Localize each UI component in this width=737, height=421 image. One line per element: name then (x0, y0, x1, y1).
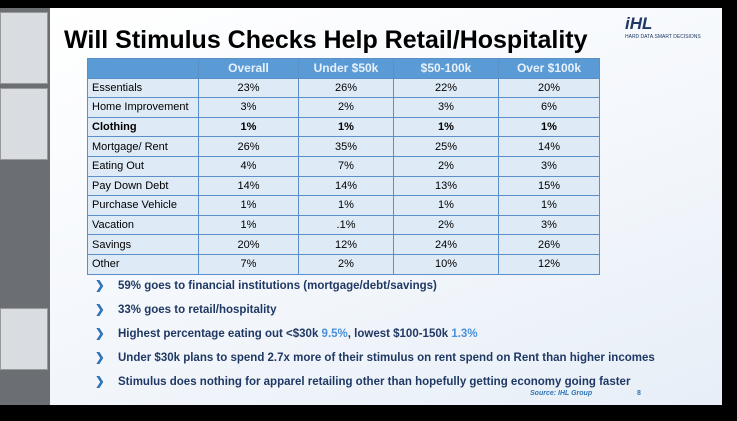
cell: 22% (393, 77, 499, 99)
cell: 35% (298, 136, 394, 157)
cell: 13% (393, 175, 499, 197)
row: Other 7% 2% 10% 12% (87, 253, 600, 275)
row: Mortgage/ Rent 26% 35% 25% 14% (87, 136, 600, 157)
cell: Eating Out (87, 155, 199, 177)
bullet: ❯ Highest percentage eating out <$30k 9.5… (95, 326, 655, 350)
cell: 3% (198, 97, 299, 118)
cell: 1% (198, 195, 299, 216)
row: Vacation 1% .1% 2% 3% (87, 214, 600, 236)
slide-panel (0, 8, 50, 405)
cell: 14% (198, 175, 299, 197)
header-cell: Over $100k (498, 58, 600, 79)
cell: 20% (498, 77, 600, 99)
chevron: ❯ (95, 352, 105, 364)
cell: 24% (393, 234, 499, 255)
thumbnail (0, 308, 48, 370)
chevron: ❯ (95, 280, 105, 292)
header-cell: $50-100k (393, 58, 499, 79)
cell: Home Improvement (87, 97, 199, 118)
logo-mark: iHL (625, 14, 653, 33)
row: Essentials 23% 26% 22% 20% (87, 77, 600, 99)
cell: Pay Down Debt (87, 175, 199, 197)
cell: .1% (298, 214, 394, 236)
bullet-text: 9.5% (321, 328, 348, 340)
logo-tagline: HARD DATA.SMART DECISIONS (625, 34, 701, 40)
header-cell: Under $50k (298, 58, 394, 79)
bullet-text: Under $30k plans to spend 2.7x more of t… (118, 352, 655, 364)
cell: Essentials (87, 77, 199, 99)
row: Purchase Vehicle 1% 1% 1% 1% (87, 195, 600, 216)
bullet: ❯ 59% goes to financial institutions (mor… (95, 278, 655, 302)
cell: 6% (498, 97, 600, 118)
bullet: ❯ 33% goes to retail/hospitality (95, 302, 655, 326)
cell: 20% (198, 234, 299, 255)
cell: 1% (393, 195, 499, 216)
cell: 12% (298, 234, 394, 255)
bullet-text: 1.3% (451, 328, 478, 340)
logo: iHL HARD DATA.SMART DECISIONS (625, 14, 720, 40)
cell: Savings (87, 234, 199, 255)
cell: 1% (298, 195, 394, 216)
bullet-list: ❯ 59% goes to financial institutions (mor… (95, 278, 655, 398)
cell: 26% (498, 234, 600, 255)
cell: 1% (498, 195, 600, 216)
cell: 25% (393, 136, 499, 157)
row: Home Improvement 3% 2% 3% 6% (87, 97, 600, 118)
table: Overall Under $50k $50-100k Over $100k Essen… (87, 58, 600, 275)
page-number: 8 (637, 390, 641, 397)
row: Eating Out 4% 7% 2% 3% (87, 155, 600, 177)
thumbnail (0, 88, 48, 160)
cell: 7% (198, 253, 299, 275)
row: Pay Down Debt 14% 14% 13% 15% (87, 175, 600, 197)
cell: 26% (298, 77, 394, 99)
cell: Clothing (87, 116, 199, 138)
thumbnail (0, 12, 48, 84)
cell: 14% (498, 136, 600, 157)
chevron: ❯ (95, 376, 105, 388)
title: Will Stimulus Checks Help Retail/Hospita… (64, 26, 588, 54)
cell: 15% (498, 175, 600, 197)
chevron: ❯ (95, 304, 105, 316)
cell: Vacation (87, 214, 199, 236)
cell: Other (87, 253, 199, 275)
slide: Will Stimulus Checks Help Retail/Hospita… (50, 8, 722, 405)
bullet: ❯ Under $30k plans to spend 2.7x more of … (95, 350, 655, 374)
cell: 2% (298, 253, 394, 275)
cell: 23% (198, 77, 299, 99)
cell: 1% (198, 116, 299, 138)
bullet-text: 33% goes to retail/hospitality (118, 304, 277, 316)
cell: 14% (298, 175, 394, 197)
header-row: Overall Under $50k $50-100k Over $100k (87, 58, 600, 79)
cell: Purchase Vehicle (87, 195, 199, 216)
bullet-text: 59% goes to financial institutions (mort… (118, 280, 437, 292)
cell: 1% (198, 214, 299, 236)
cell: 2% (298, 97, 394, 118)
source: Source: IHL Group (530, 390, 593, 397)
cell: 3% (498, 155, 600, 177)
row: Savings 20% 12% 24% 26% (87, 234, 600, 255)
cell: 1% (498, 116, 600, 138)
cell: 2% (393, 155, 499, 177)
cell: 2% (393, 214, 499, 236)
cell: 4% (198, 155, 299, 177)
chevron: ❯ (95, 328, 105, 340)
cell: 7% (298, 155, 394, 177)
header-cell (87, 58, 199, 79)
bullet-text: , lowest $100-150k (347, 328, 452, 340)
cell: 1% (298, 116, 394, 138)
cell: 12% (498, 253, 600, 275)
row: Clothing 1% 1% 1% 1% (87, 116, 600, 138)
header-cell: Overall (198, 58, 299, 79)
bullet: ❯ Stimulus does nothing for apparel retai… (95, 374, 655, 398)
cell: 1% (393, 116, 499, 138)
bullet-text: Highest percentage eating out <$30k (118, 328, 322, 340)
cell: 10% (393, 253, 499, 275)
cell: 3% (498, 214, 600, 236)
cell: Mortgage/ Rent (87, 136, 199, 157)
cell: 3% (393, 97, 499, 118)
cell: 26% (198, 136, 299, 157)
bullet-text: Stimulus does nothing for apparel retail… (118, 376, 631, 388)
